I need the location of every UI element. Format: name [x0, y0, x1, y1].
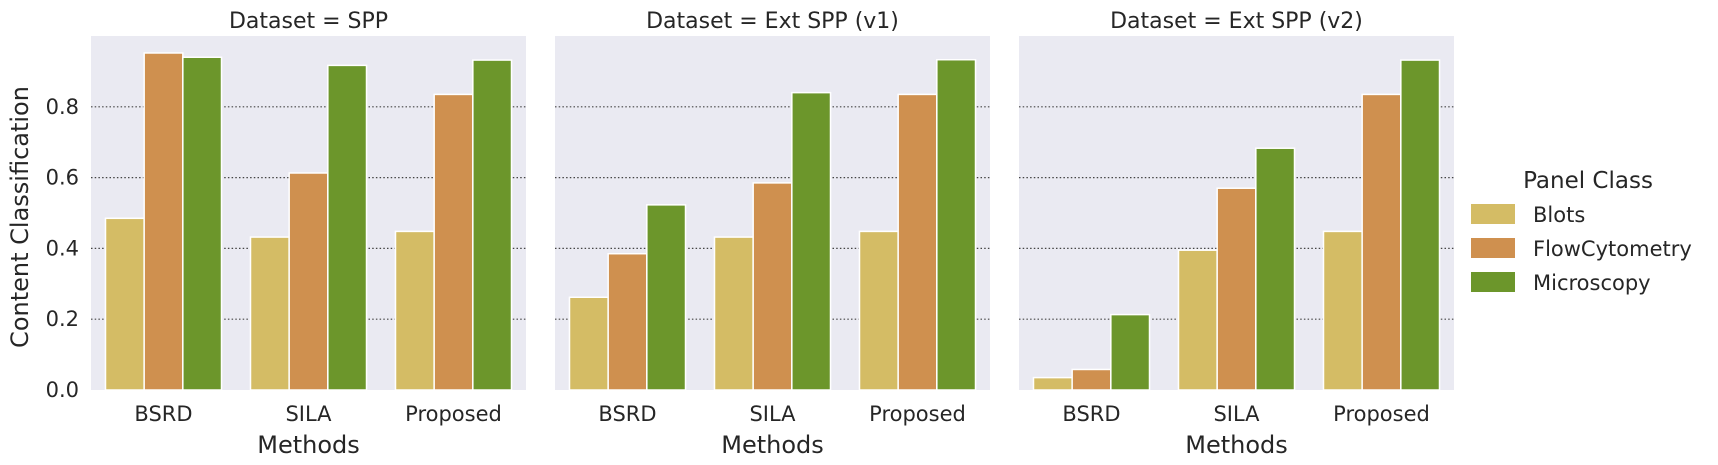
- y-tick-label: 0.4: [46, 236, 79, 260]
- bar-blots-proposed: [858, 230, 899, 391]
- bar-blots-sila: [713, 236, 754, 391]
- panel-title: Dataset = Ext SPP (v2): [1110, 9, 1363, 34]
- bar-microscopy-proposed: [472, 59, 513, 391]
- x-axis-label: Methods: [1185, 431, 1288, 459]
- bar-blots-proposed: [394, 230, 435, 391]
- bar-flowcytometry-proposed: [433, 93, 474, 391]
- bar-microscopy-bsrd: [1110, 313, 1151, 391]
- bar-flowcytometry-sila: [752, 182, 793, 391]
- x-axis-label: Methods: [257, 431, 360, 459]
- bar-flowcytometry-proposed: [897, 93, 938, 391]
- x-tick-label: Proposed: [1333, 402, 1430, 426]
- y-axis-label: Content Classification: [6, 86, 34, 348]
- legend-label-flowcytometry: FlowCytometry: [1533, 237, 1692, 261]
- legend-swatch-blots: [1471, 204, 1515, 224]
- bar-flowcytometry-proposed: [1361, 93, 1402, 391]
- bar-blots-bsrd: [568, 296, 609, 391]
- y-tick-label: 0.6: [46, 166, 79, 190]
- bar-blots-bsrd: [104, 217, 145, 391]
- bar-microscopy-proposed: [1400, 59, 1441, 391]
- y-tick-label: 0.2: [46, 307, 79, 331]
- bar-blots-sila: [1177, 249, 1218, 391]
- bar-flowcytometry-bsrd: [143, 52, 184, 391]
- x-tick-label: SILA: [749, 402, 796, 426]
- bar-flowcytometry-bsrd: [607, 252, 648, 391]
- panel-3: Dataset = Ext SPP (v2) BSRD SILA Proposed Me…: [1019, 9, 1454, 459]
- x-tick-label: Proposed: [405, 402, 502, 426]
- panel-title: Dataset = SPP: [229, 9, 388, 34]
- bar-blots-proposed: [1322, 230, 1363, 391]
- x-axis-label: Methods: [721, 431, 824, 459]
- y-tick-label: 0.0: [46, 378, 79, 402]
- x-tick-label: SILA: [1213, 402, 1260, 426]
- bar-blots-bsrd: [1032, 376, 1073, 391]
- bar-microscopy-sila: [1255, 147, 1296, 391]
- bar-flowcytometry-sila: [288, 172, 329, 391]
- bar-microscopy-bsrd: [182, 56, 223, 391]
- y-tick-label: 0.8: [46, 95, 79, 119]
- bar-microscopy-sila: [791, 91, 832, 391]
- legend: Panel Class Blots FlowCytometry Microscopy: [1471, 168, 1692, 295]
- panel-2: Dataset = Ext SPP (v1) BSRD SILA Proposed Me…: [555, 9, 990, 459]
- legend-swatch-microscopy: [1471, 272, 1515, 292]
- legend-label-blots: Blots: [1533, 203, 1585, 227]
- bar-microscopy-bsrd: [646, 204, 687, 391]
- x-tick-label: Proposed: [869, 402, 966, 426]
- bar-blots-sila: [249, 236, 290, 391]
- legend-label-microscopy: Microscopy: [1533, 271, 1651, 295]
- legend-title: Panel Class: [1523, 168, 1653, 194]
- x-tick-label: BSRD: [1062, 402, 1120, 426]
- legend-swatch-flowcytometry: [1471, 238, 1515, 258]
- bar-flowcytometry-bsrd: [1071, 368, 1112, 391]
- bar-microscopy-proposed: [936, 58, 977, 391]
- x-tick-label: BSRD: [134, 402, 192, 426]
- x-tick-label: BSRD: [598, 402, 656, 426]
- panel-title: Dataset = Ext SPP (v1): [646, 9, 899, 34]
- x-tick-label: SILA: [285, 402, 332, 426]
- bar-microscopy-sila: [327, 64, 368, 391]
- panel-1: Dataset = SPP BSRD SILA Proposed Methods 0.0 0…: [46, 9, 526, 459]
- bar-flowcytometry-sila: [1216, 187, 1257, 391]
